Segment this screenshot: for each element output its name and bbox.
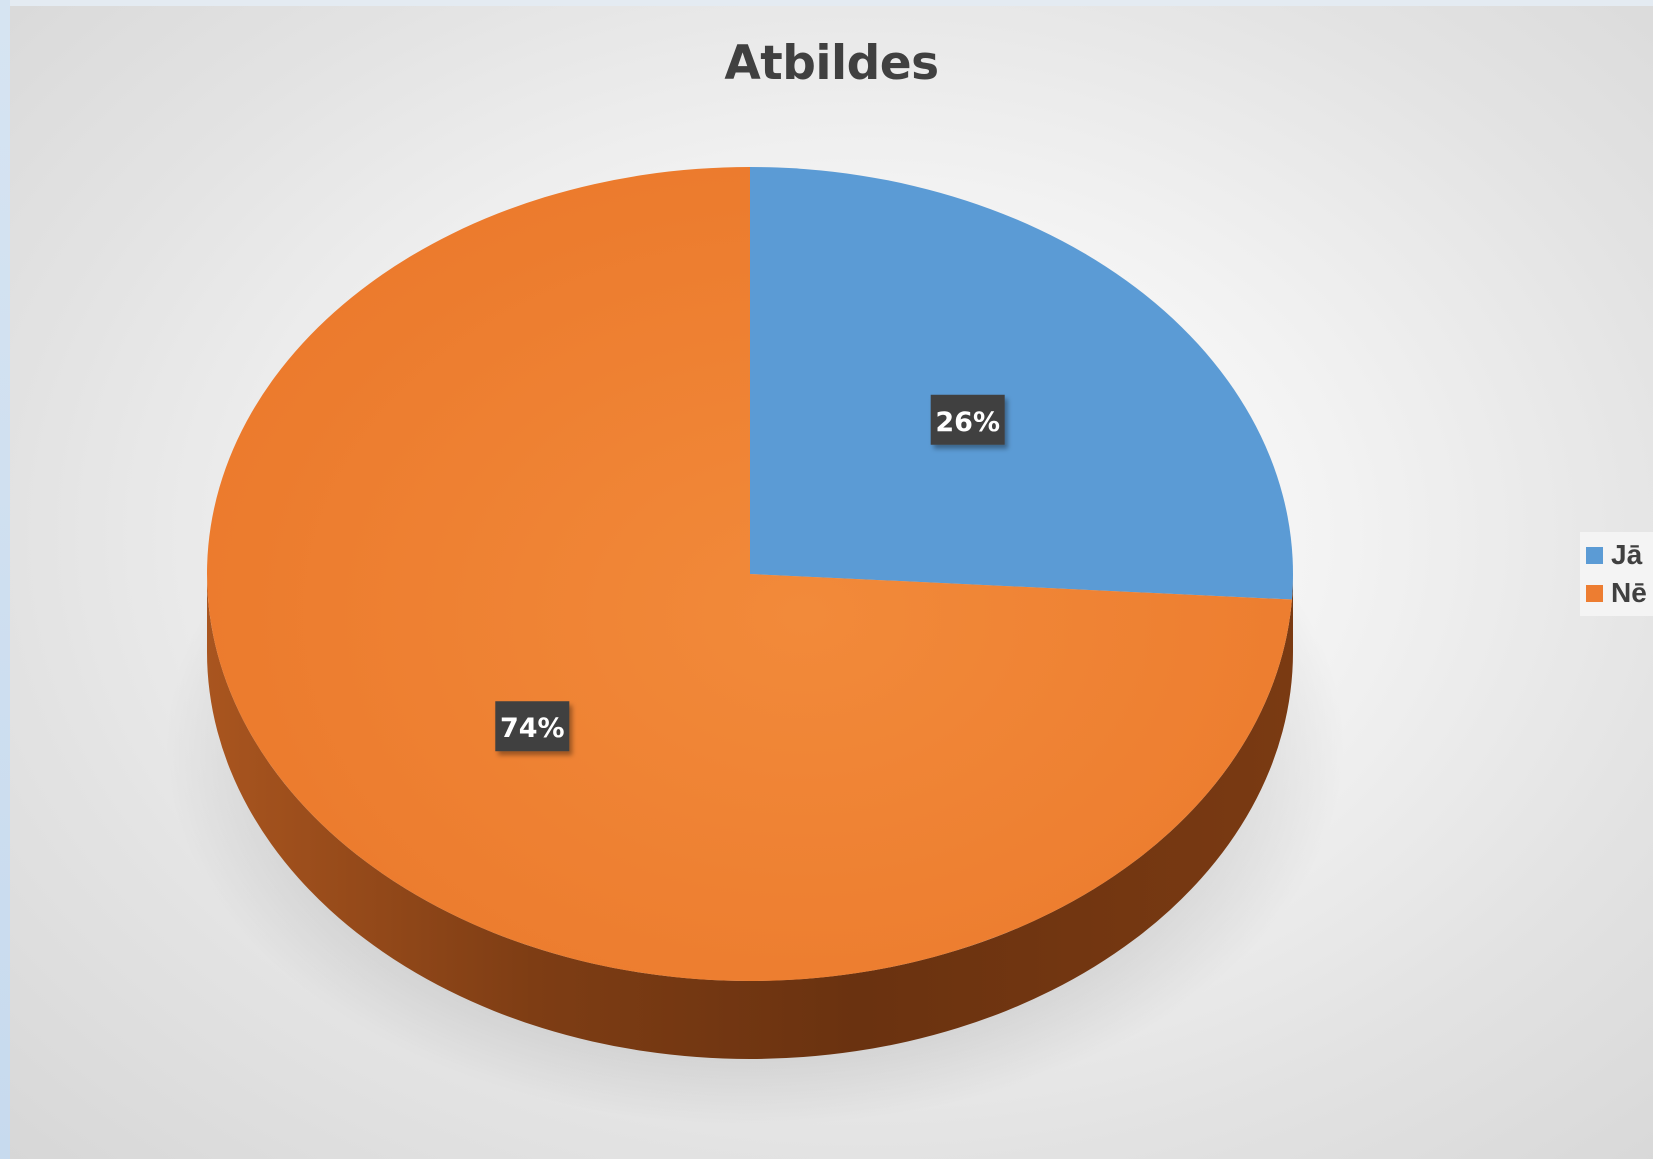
chart-title: Atbildes [724, 36, 939, 91]
pie-slice-ja[interactable] [750, 167, 1293, 600]
data-label-ne: 74% [495, 701, 570, 752]
pie-side-wall [207, 574, 1293, 1059]
legend-swatch-ja [1586, 546, 1603, 564]
data-label-box [930, 394, 1005, 445]
pie-slice-ne[interactable] [206, 167, 1292, 981]
data-label-ja: 26% [930, 394, 1005, 445]
legend-label-ja: Jā [1611, 539, 1643, 570]
data-label-box [495, 701, 570, 752]
pie-chart: 26% 74% [165, 167, 1345, 1126]
legend: Jā Nē [1580, 532, 1653, 616]
data-label-text: 26% [935, 407, 1000, 438]
window-left-border [0, 0, 10, 1159]
legend-swatch-ne [1586, 584, 1603, 602]
legend-label-ne: Nē [1611, 577, 1647, 608]
chart-area[interactable]: Atbildes 26% 74% [10, 6, 1653, 1159]
legend-item-ne: Nē [1586, 574, 1647, 612]
legend-item-ja: Jā [1586, 536, 1647, 574]
data-label-text: 74% [500, 713, 565, 744]
